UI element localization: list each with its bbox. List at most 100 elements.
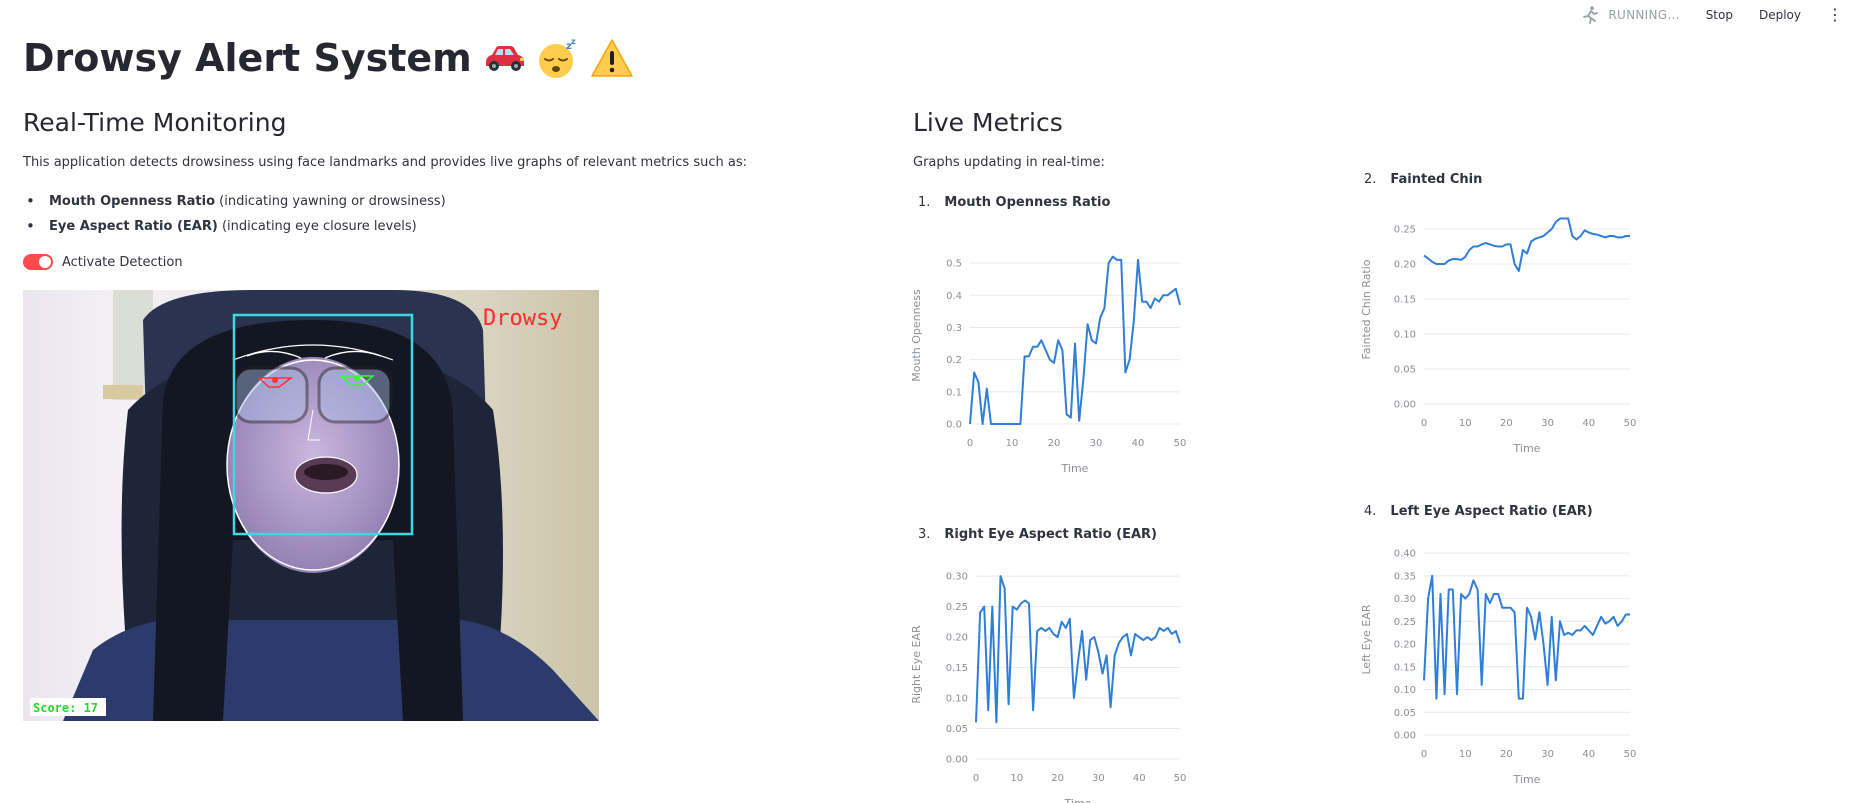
series-line bbox=[969, 255, 1181, 425]
y-tick-label: 0.15 bbox=[1394, 662, 1416, 673]
running-indicator: RUNNING... bbox=[1580, 5, 1679, 25]
activate-detection-toggle[interactable] bbox=[23, 254, 53, 270]
mouth-openness-chart: 0.0 0.1 0.2 0.3 0.4 0.5 0 10 20 30 40 50 Time Mouth O… bbox=[910, 255, 1187, 475]
y-axis-label: Left Eye EAR bbox=[1360, 604, 1373, 674]
x-tick-label: 20 bbox=[1500, 418, 1513, 429]
right-eye-ear-chart: 0.00 0.05 0.10 0.15 0.20 0.25 0.30 0 10 20 30 40 50 T… bbox=[910, 572, 1187, 803]
y-axis-label: Mouth Openness bbox=[910, 289, 923, 382]
x-tick-label: 0 bbox=[1421, 749, 1427, 760]
drowsy-status-text: Drowsy bbox=[483, 306, 562, 331]
y-tick-label: 0.15 bbox=[946, 663, 968, 674]
series-line bbox=[1423, 574, 1630, 700]
bullet-bold: Eye Aspect Ratio (EAR) bbox=[49, 219, 218, 234]
activate-detection-row: Activate Detection bbox=[23, 254, 183, 270]
running-status: RUNNING... bbox=[1608, 8, 1680, 22]
y-tick-label: 0.25 bbox=[1394, 617, 1416, 628]
y-tick-label: 0.25 bbox=[946, 602, 968, 613]
x-tick-label: 30 bbox=[1090, 438, 1103, 449]
x-tick-label: 20 bbox=[1500, 749, 1513, 760]
x-tick-label: 40 bbox=[1132, 438, 1145, 449]
x-tick-label: 50 bbox=[1174, 773, 1187, 784]
y-axis-label: Right Eye EAR bbox=[910, 625, 923, 704]
y-tick-label: 0.00 bbox=[1394, 731, 1416, 742]
kebab-menu-icon[interactable]: ⋮ bbox=[1827, 5, 1843, 24]
x-tick-label: 40 bbox=[1582, 749, 1595, 760]
x-tick-label: 30 bbox=[1541, 418, 1554, 429]
x-tick-label: 10 bbox=[1010, 773, 1023, 784]
top-toolbar: RUNNING... Stop Deploy ⋮ bbox=[1580, 0, 1851, 30]
y-tick-label: 0.2 bbox=[946, 355, 962, 366]
chart-number: 4. bbox=[1364, 504, 1377, 519]
svg-text:z: z bbox=[566, 41, 572, 52]
y-tick-label: 0.05 bbox=[1394, 708, 1416, 719]
warning-icon bbox=[590, 37, 634, 79]
chart-number: 1. bbox=[918, 195, 931, 210]
bullet-text: (indicating yawning or drowsiness) bbox=[215, 194, 446, 209]
x-tick-label: 30 bbox=[1541, 749, 1554, 760]
chart-heading-leye: 4. Left Eye Aspect Ratio (EAR) bbox=[1364, 504, 1593, 519]
y-tick-label: 0.30 bbox=[1394, 594, 1416, 605]
x-axis-label: Time bbox=[1061, 462, 1089, 475]
y-tick-label: 0.00 bbox=[946, 755, 968, 766]
bullet-text: (indicating eye closure levels) bbox=[217, 219, 417, 234]
y-tick-label: 0.1 bbox=[946, 387, 962, 398]
chart-title: Left Eye Aspect Ratio (EAR) bbox=[1390, 504, 1593, 519]
x-tick-label: 50 bbox=[1624, 418, 1637, 429]
y-tick-label: 0.10 bbox=[946, 694, 968, 705]
x-tick-label: 40 bbox=[1582, 418, 1595, 429]
y-tick-label: 0.0 bbox=[946, 420, 962, 431]
live-metrics-heading: Live Metrics bbox=[913, 108, 1063, 137]
x-tick-label: 10 bbox=[1459, 418, 1472, 429]
y-tick-label: 0.00 bbox=[1394, 400, 1416, 411]
chart-heading-chin: 2. Fainted Chin bbox=[1364, 172, 1482, 187]
y-tick-label: 0.3 bbox=[946, 323, 962, 334]
x-tick-label: 0 bbox=[973, 773, 979, 784]
chart-heading-reye: 3. Right Eye Aspect Ratio (EAR) bbox=[918, 527, 1157, 542]
y-tick-label: 0.20 bbox=[946, 633, 968, 644]
fainted-chin-chart: 0.00 0.05 0.10 0.15 0.20 0.25 0 10 20 30 40 50 Time F… bbox=[1360, 217, 1637, 455]
y-tick-label: 0.10 bbox=[1394, 685, 1416, 696]
x-tick-label: 10 bbox=[1459, 749, 1472, 760]
list-item: Mouth Openness Ratio (indicating yawning… bbox=[23, 189, 446, 214]
chart-title: Right Eye Aspect Ratio (EAR) bbox=[944, 527, 1157, 542]
running-person-icon bbox=[1583, 6, 1599, 24]
deploy-button[interactable]: Deploy bbox=[1758, 8, 1801, 22]
y-tick-label: 0.20 bbox=[1394, 640, 1416, 651]
x-tick-label: 20 bbox=[1051, 773, 1064, 784]
x-tick-label: 50 bbox=[1174, 438, 1187, 449]
y-tick-label: 0.15 bbox=[1394, 295, 1416, 306]
realtime-monitoring-heading: Real-Time Monitoring bbox=[23, 108, 287, 137]
y-tick-label: 0.25 bbox=[1394, 225, 1416, 236]
page-title-text: Drowsy Alert System bbox=[23, 36, 472, 80]
score-text: Score: 17 bbox=[33, 701, 98, 715]
webcam-feed: Drowsy Score: 17 bbox=[23, 290, 599, 721]
x-tick-label: 10 bbox=[1006, 438, 1019, 449]
stop-button[interactable]: Stop bbox=[1705, 8, 1733, 22]
car-icon bbox=[482, 43, 526, 73]
y-tick-label: 0.40 bbox=[1394, 549, 1416, 560]
x-tick-label: 30 bbox=[1092, 773, 1105, 784]
y-axis-label: Fainted Chin Ratio bbox=[1360, 259, 1373, 359]
y-tick-label: 0.05 bbox=[946, 724, 968, 735]
y-tick-label: 0.35 bbox=[1394, 571, 1416, 582]
live-metrics-subtitle: Graphs updating in real-time: bbox=[913, 155, 1105, 170]
metrics-list: Mouth Openness Ratio (indicating yawning… bbox=[23, 189, 446, 239]
y-tick-label: 0.10 bbox=[1394, 330, 1416, 341]
list-item: Eye Aspect Ratio (EAR) (indicating eye c… bbox=[23, 214, 446, 239]
svg-text:z: z bbox=[571, 37, 576, 46]
y-tick-label: 0.4 bbox=[946, 291, 962, 302]
y-tick-label: 0.20 bbox=[1394, 260, 1416, 271]
chart-number: 2. bbox=[1364, 172, 1377, 187]
series-line bbox=[1423, 217, 1630, 272]
y-tick-label: 0.5 bbox=[946, 259, 962, 270]
chart-number: 3. bbox=[918, 527, 931, 542]
y-tick-label: 0.30 bbox=[946, 572, 968, 583]
sleepy-face-icon: z z bbox=[536, 37, 580, 79]
x-axis-label: Time bbox=[1513, 773, 1541, 786]
toggle-label: Activate Detection bbox=[62, 254, 183, 270]
left-eye-ear-chart: 0.00 0.05 0.10 0.15 0.20 0.25 0.30 0.35 0.40 0 10 2… bbox=[1360, 549, 1636, 786]
app-description: This application detects drowsiness usin… bbox=[23, 155, 747, 170]
x-tick-label: 0 bbox=[967, 438, 973, 449]
bullet-bold: Mouth Openness Ratio bbox=[49, 194, 216, 209]
x-tick-label: 20 bbox=[1048, 438, 1061, 449]
